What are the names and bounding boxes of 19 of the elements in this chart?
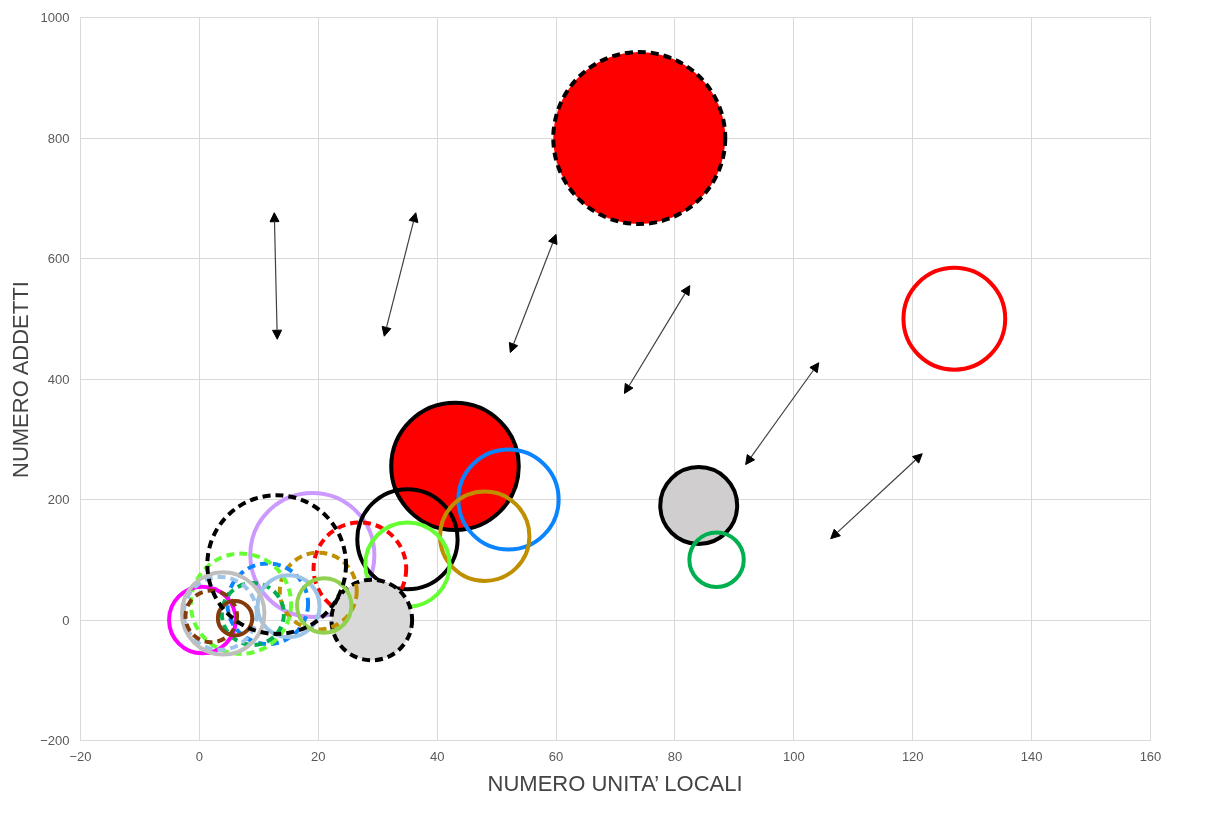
y-axis-title: NUMERO ADDETTI xyxy=(7,281,33,478)
x-tick-label: −20 xyxy=(69,748,92,764)
x-tick-label: 80 xyxy=(667,748,683,764)
x-tick-label: 20 xyxy=(311,748,326,764)
x-axis-title: NUMERO UNITA’ LOCALI xyxy=(487,770,743,796)
x-tick-label: 60 xyxy=(548,748,564,764)
x-tick-label: 120 xyxy=(901,748,924,764)
y-tick-label: 0 xyxy=(62,612,70,628)
y-tick-label: 1000 xyxy=(40,10,70,25)
x-tick-label: 160 xyxy=(1139,748,1162,764)
y-tick-label: 800 xyxy=(47,130,70,146)
y-tick-label: 600 xyxy=(47,251,70,266)
x-tick-label: 100 xyxy=(782,748,805,764)
x-tick-label: 140 xyxy=(1020,748,1043,764)
x-tick-label: 0 xyxy=(195,748,204,764)
x-tick-label: 40 xyxy=(429,748,445,764)
y-tick-label: 200 xyxy=(47,492,70,507)
y-tick-label: −200 xyxy=(40,733,70,748)
y-tick-label: 400 xyxy=(47,371,70,387)
